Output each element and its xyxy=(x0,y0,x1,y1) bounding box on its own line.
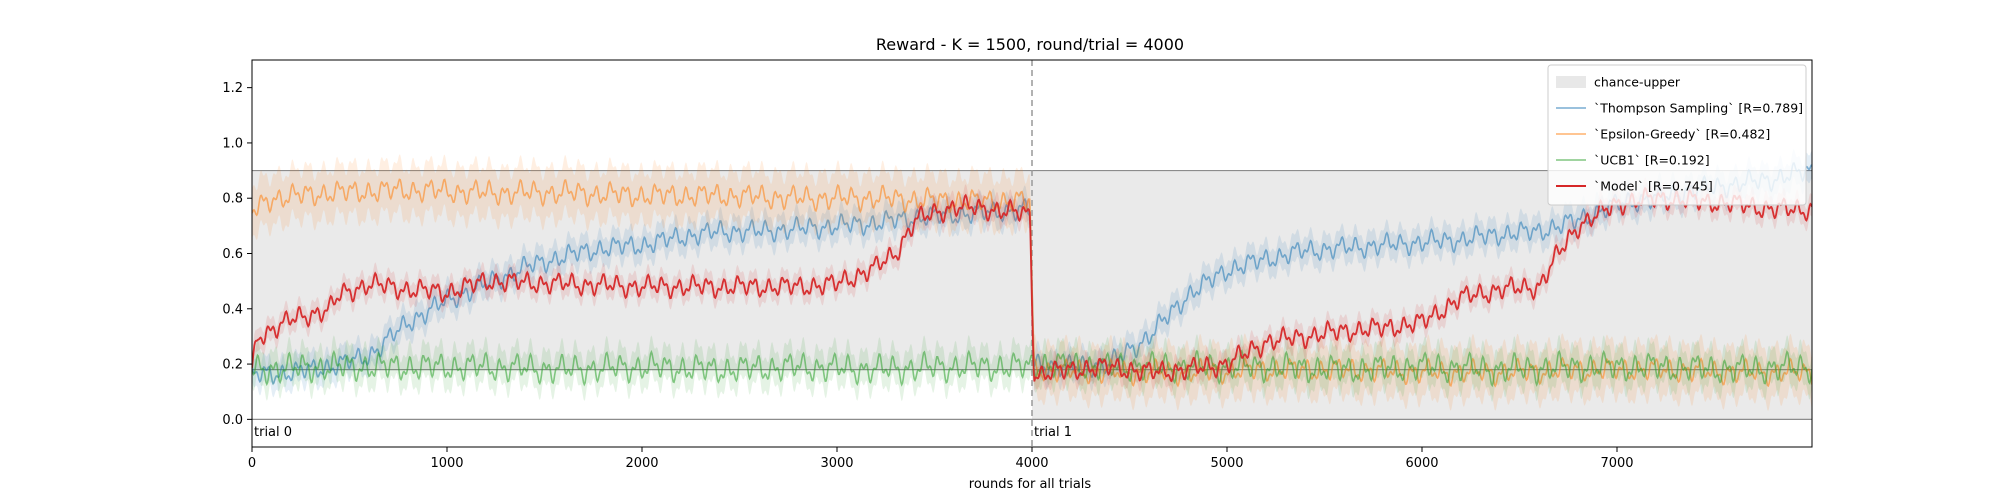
x-tick-label-1: 1000 xyxy=(430,456,463,471)
legend-entry-2: `Epsilon-Greedy` [R=0.482] xyxy=(1594,127,1770,142)
x-tick-label-2: 2000 xyxy=(625,456,658,471)
chart-title: Reward - K = 1500, round/trial = 4000 xyxy=(876,35,1184,54)
x-tick-label-4: 4000 xyxy=(1015,456,1048,471)
x-tick-label-7: 7000 xyxy=(1600,456,1633,471)
series-band-2 xyxy=(252,334,1812,402)
y-tick-label-4: 0.8 xyxy=(222,192,243,207)
y-tick-label-6: 1.2 xyxy=(222,81,243,96)
chance-upper-band-0 xyxy=(252,170,1032,370)
trial-label-1: trial 1 xyxy=(1034,425,1072,440)
y-tick-label-5: 1.0 xyxy=(222,136,243,151)
x-tick-label-5: 5000 xyxy=(1210,456,1243,471)
series-line-3 xyxy=(252,186,1812,383)
legend-box xyxy=(1547,64,1807,206)
legend-swatch-0 xyxy=(1556,76,1586,88)
legend-entry-0: chance-upper xyxy=(1594,75,1681,90)
legend-entry-4: `Model` [R=0.745] xyxy=(1594,179,1713,194)
trial-label-0: trial 0 xyxy=(254,425,292,440)
x-axis-title: rounds for all trials xyxy=(969,477,1092,492)
legend: chance-upper `Thompson Sampling` [R=0.789… xyxy=(1547,64,1807,206)
x-tick-label-3: 3000 xyxy=(820,456,853,471)
y-tick-label-2: 0.4 xyxy=(222,302,243,317)
y-tick-label-1: 0.2 xyxy=(222,358,243,373)
x-tick-label-0: 0 xyxy=(248,456,256,471)
chance-upper-band-1 xyxy=(1032,170,1812,420)
legend-entry-3: `UCB1` [R=0.192] xyxy=(1594,153,1710,168)
plot-area: trial 0 trial 1 xyxy=(252,60,1812,447)
y-tick-label-3: 0.6 xyxy=(222,247,243,262)
axis-ticks: 0 1000 2000 3000 4000 5000 6000 7000 0.0 0.2 0.4 0.… xyxy=(222,81,1633,471)
legend-entry-1: `Thompson Sampling` [R=0.789] xyxy=(1594,101,1803,116)
series-line-2 xyxy=(252,349,1812,388)
y-tick-label-0: 0.0 xyxy=(222,413,243,428)
x-tick-label-6: 6000 xyxy=(1405,456,1438,471)
